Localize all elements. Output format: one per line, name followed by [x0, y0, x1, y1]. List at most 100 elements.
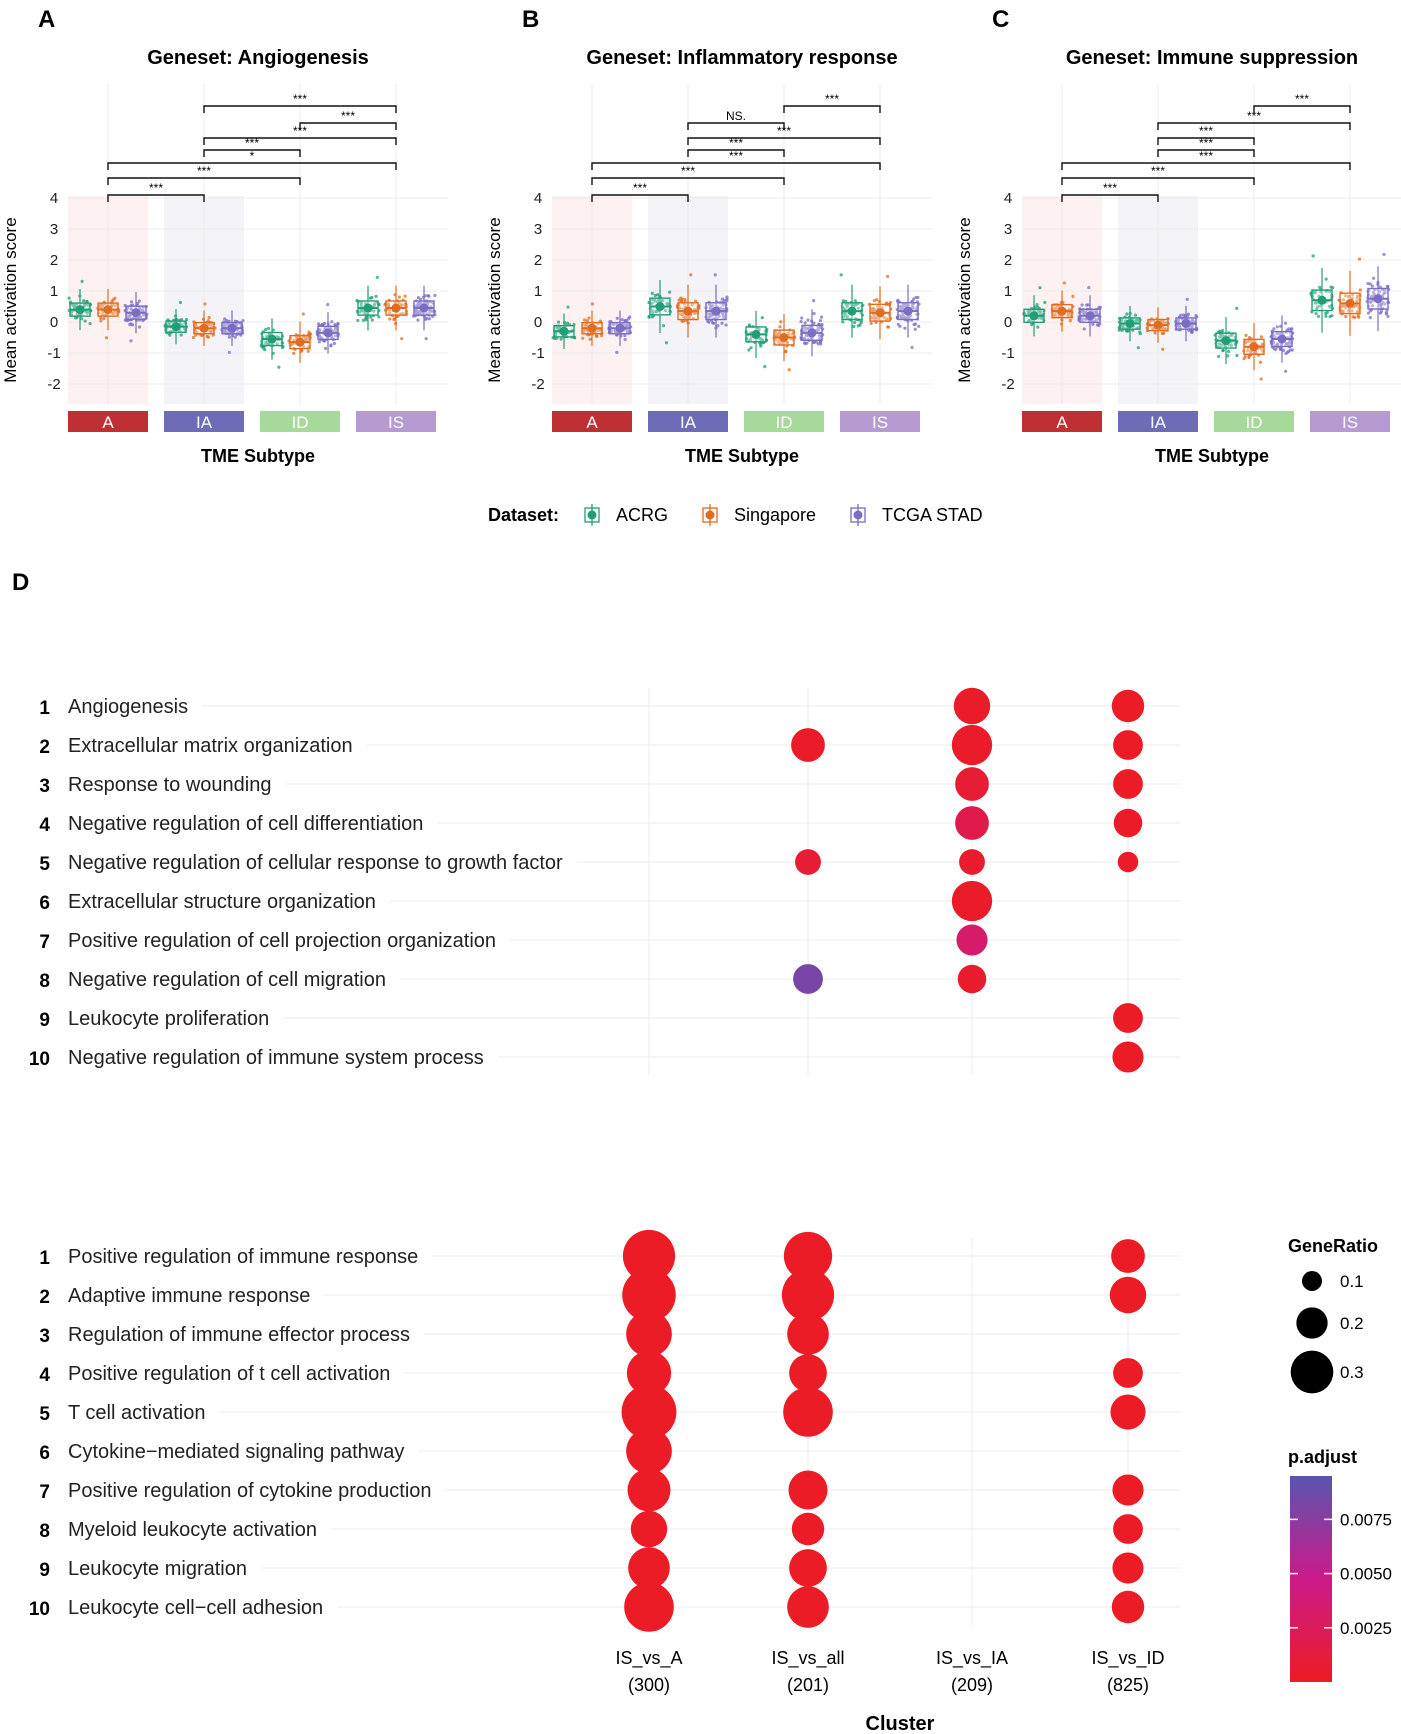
data-point [399, 304, 403, 308]
data-point [785, 340, 789, 344]
data-point [1235, 353, 1239, 358]
significance-bracket [591, 194, 689, 202]
data-point [587, 316, 591, 320]
data-point [1221, 348, 1225, 352]
data-point [1083, 317, 1088, 321]
data-point [1087, 285, 1091, 290]
data-point [615, 316, 619, 320]
term-label: Negative regulation of cell differentiat… [68, 813, 423, 835]
data-point [784, 349, 788, 354]
enrichment-dot [1111, 1239, 1145, 1273]
data-point [275, 342, 279, 346]
data-point [1358, 288, 1363, 292]
data-point [870, 308, 874, 312]
data-point [1244, 333, 1248, 337]
data-point [263, 348, 267, 352]
y-tick-label: 1 [50, 283, 58, 300]
mean-point [683, 306, 693, 316]
data-point [610, 329, 614, 333]
enrichment-dot [1113, 1358, 1143, 1388]
x-axis-label: TME Subtype [201, 446, 315, 466]
data-point [647, 315, 651, 319]
data-point [129, 339, 133, 343]
data-point [263, 327, 268, 332]
term-label: Angiogenesis [68, 696, 188, 718]
data-point [1275, 332, 1279, 336]
mean-point [1221, 336, 1231, 346]
legend-label: TCGA STAD [882, 505, 983, 525]
term-label: Regulation of immune effector process [68, 1324, 410, 1346]
data-point [916, 295, 920, 300]
data-point [841, 320, 845, 324]
data-point [1353, 315, 1357, 320]
data-point [387, 304, 391, 308]
x-axis-label: Cluster [866, 1713, 935, 1734]
data-point [1357, 257, 1362, 261]
panel-a: A Geneset: Angiogenesis -2 -1 0 1 2 3 4 Mean acti… [1, 6, 448, 466]
data-point [680, 319, 684, 323]
data-point [364, 316, 368, 320]
mean-point [103, 305, 113, 315]
y-tick-label: 3 [50, 221, 58, 238]
data-point [1331, 286, 1335, 290]
data-point [1217, 342, 1221, 346]
chart-title: Geneset: Inflammatory response [586, 47, 897, 69]
category-label: IA [196, 413, 213, 432]
term-rank: 6 [39, 1443, 50, 1464]
data-point [706, 319, 710, 324]
data-point [127, 314, 132, 319]
data-point [129, 307, 133, 311]
data-point [374, 294, 378, 299]
data-point [585, 319, 589, 323]
data-point [111, 311, 116, 316]
data-point [650, 311, 655, 315]
y-tick-label: 2 [1004, 252, 1012, 269]
label-background [60, 809, 438, 837]
data-point [227, 350, 231, 354]
significance-label: *** [341, 109, 355, 123]
data-point [690, 303, 694, 307]
y-axis-label: Mean activation score [955, 217, 974, 382]
data-point [760, 316, 764, 320]
mean-point [1373, 294, 1383, 304]
enrichment-dot [789, 1549, 827, 1587]
enrichment-dot [630, 1510, 668, 1548]
y-tick-label: -2 [1001, 376, 1014, 393]
data-point [583, 318, 587, 322]
data-point [358, 310, 362, 314]
data-point [1229, 343, 1234, 348]
label-background [60, 1242, 433, 1270]
data-point [129, 300, 134, 304]
data-point [777, 331, 781, 335]
significance-bracket [591, 177, 785, 185]
data-point [553, 336, 557, 341]
data-point [267, 342, 271, 346]
mean-point [751, 329, 761, 339]
data-point [427, 294, 431, 298]
label-background [60, 1004, 284, 1032]
data-point [1377, 303, 1382, 307]
data-point [418, 311, 422, 315]
enrichment-dot [788, 1470, 828, 1510]
data-point [1385, 284, 1389, 289]
data-point [912, 322, 916, 327]
data-point [650, 315, 654, 319]
y-tick-label: 1 [1004, 283, 1012, 300]
enrichment-dot [626, 1350, 672, 1396]
data-point [1036, 325, 1040, 329]
data-point [1086, 303, 1090, 307]
significance-label: *** [1199, 149, 1213, 163]
mean-point [363, 303, 373, 313]
data-point [1372, 276, 1376, 280]
category-label: ID [776, 413, 793, 432]
data-point [1286, 349, 1291, 354]
data-point [776, 340, 780, 344]
data-point [1324, 277, 1328, 281]
mean-point [1029, 311, 1039, 321]
data-point [388, 317, 392, 321]
data-point [876, 316, 880, 320]
data-point [1071, 294, 1075, 298]
enrichment-dot [793, 964, 823, 994]
data-point [1316, 314, 1321, 318]
data-point [168, 333, 172, 337]
